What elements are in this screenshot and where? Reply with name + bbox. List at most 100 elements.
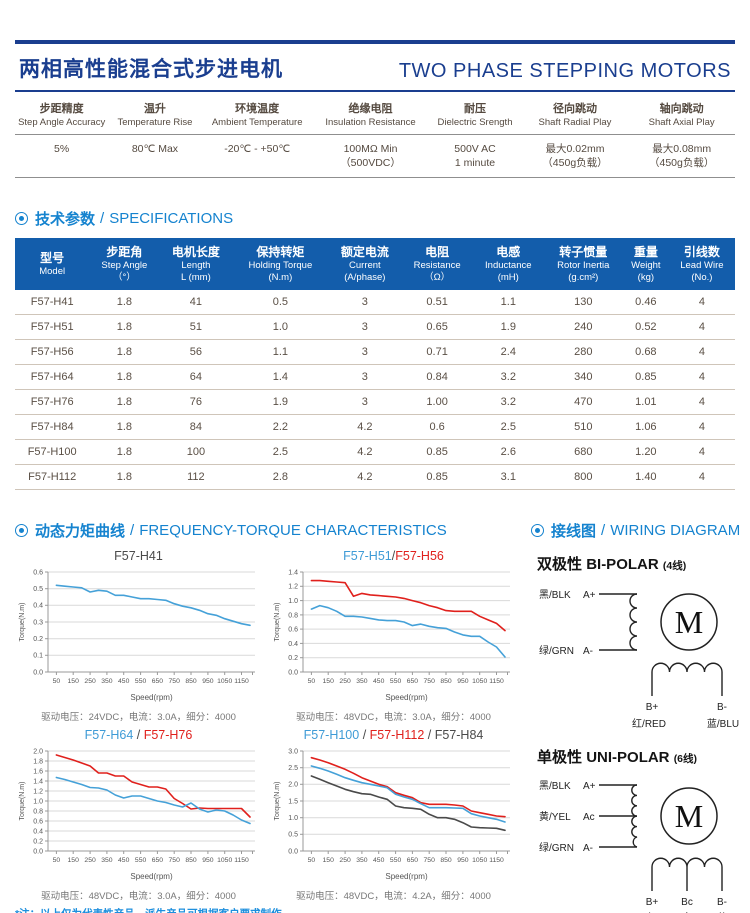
table-cell: F57-H100 <box>15 439 90 466</box>
spec-column-header: 电机长度 Length L (mm) <box>159 238 233 291</box>
table-row: F57-H100 1.8 100 2.5 4.2 0.85 2.6 680 1.20 4 <box>15 439 735 466</box>
table-cell: 280 <box>543 339 623 366</box>
svg-text:1150: 1150 <box>489 678 504 685</box>
svg-text:2.0: 2.0 <box>288 782 298 789</box>
bipolar-b-plus-label: B+ <box>646 702 659 713</box>
table-cell: 3 <box>328 290 402 316</box>
frequency-torque-column: 动态力矩曲线 / FREQUENCY-TORQUE CHARACTERISTIC… <box>15 520 517 913</box>
svg-text:1050: 1050 <box>472 857 487 864</box>
bipolar-a-minus-label: A- <box>583 646 593 657</box>
bipolar-red-label: 红/RED <box>632 717 666 730</box>
footer-note: *注：以上仅为代表性产品，派生产品可根据客户要求制作 *Note:We can … <box>15 906 517 913</box>
chart-title-part: F57-H100 <box>303 728 360 743</box>
table-cell: 1.9 <box>472 314 544 341</box>
svg-text:1.0: 1.0 <box>33 798 43 805</box>
svg-text:0.0: 0.0 <box>33 669 43 676</box>
general-spec-en: Shaft Radial Play <box>538 117 612 128</box>
svg-text:950: 950 <box>202 678 214 685</box>
motor-m-label: M <box>675 604 703 640</box>
general-specs-divider-top <box>15 134 735 135</box>
table-cell: 0.85 <box>622 364 669 391</box>
general-spec-zh: 径向跳动 <box>552 103 597 115</box>
chart-title-part: F57-H84 <box>434 728 484 743</box>
table-cell: F57-H112 <box>15 464 90 491</box>
table-cell: 3 <box>328 314 402 341</box>
motor-circle <box>660 593 718 651</box>
svg-text:0.8: 0.8 <box>288 612 298 619</box>
chart-f57-h100-h112-h84: F57-H100 / F57-H112 / F57-H84 0.0 0.5 1.0 1.… <box>270 728 517 902</box>
table-cell: 4.2 <box>328 414 402 441</box>
unipolar-grn-label: 绿/GRN <box>539 841 574 854</box>
charts-grid: F57-H41 0.0 0.1 0.2 0.3 0.4 0.5 0.6 50 150 250 350 4… <box>15 549 517 902</box>
svg-text:50: 50 <box>53 857 61 864</box>
svg-text:0.4: 0.4 <box>33 603 43 610</box>
general-spec-value: -20℃ - +50℃ <box>224 143 291 155</box>
general-specs-value-row: 5% 80℃ Max -20℃ - +50℃ 100MΩ Min （500VDC） 500… <box>15 135 735 177</box>
chart-title: F57-H64 / F57-H76 <box>15 728 262 745</box>
table-row: F57-H84 1.8 84 2.2 4.2 0.6 2.5 510 1.06 4 <box>15 414 735 441</box>
svg-text:1.5: 1.5 <box>288 798 298 805</box>
footer-note-zh: *注：以上仅为代表性产品，派生产品可根据客户要求制作 <box>15 906 517 913</box>
table-cell: 1.8 <box>89 314 160 341</box>
table-cell: 1.8 <box>89 439 160 466</box>
svg-text:0.2: 0.2 <box>288 655 298 662</box>
general-specs-header-row: 步距精度 Step Angle Accuracy 温升 Temperature Ris… <box>15 92 735 134</box>
svg-text:Speed(rpm): Speed(rpm) <box>385 872 428 881</box>
section-title-sep: / <box>130 522 135 540</box>
table-cell: 0.6 <box>401 414 473 441</box>
table-cell: 470 <box>543 389 623 416</box>
chart-plot: 0.0 0.2 0.4 0.6 0.8 1.0 1.2 1.4 50 150 250 350 450 55… <box>274 569 510 702</box>
svg-text:Torque(N.m): Torque(N.m) <box>274 782 281 821</box>
chart-title: F57-H41 <box>15 549 262 566</box>
spec-column-header: 步距角 Step Angle （°） <box>89 238 160 291</box>
table-cell: 4.2 <box>328 439 402 466</box>
svg-text:0.3: 0.3 <box>33 619 43 626</box>
table-cell: 4 <box>668 464 735 491</box>
svg-text:1.8: 1.8 <box>33 758 43 765</box>
general-spec-en: Insulation Resistance <box>325 117 416 128</box>
chart-f57-h41: F57-H41 0.0 0.1 0.2 0.3 0.4 0.5 0.6 50 150 250 350 4… <box>15 549 262 723</box>
svg-text:0.5: 0.5 <box>33 586 43 593</box>
table-cell: 4 <box>668 414 735 441</box>
svg-text:650: 650 <box>407 678 419 685</box>
svg-text:3.0: 3.0 <box>288 748 298 755</box>
unipolar-a-plus-label: A+ <box>583 781 596 792</box>
general-spec-header: 温升 Temperature Rise <box>108 100 201 128</box>
table-cell: 51 <box>159 314 233 341</box>
table-cell: F57-H51 <box>15 314 90 341</box>
chart-title-part: F57-H64 <box>84 728 134 743</box>
general-spec-value: 最大0.08mm （450g负载） <box>648 143 715 170</box>
svg-text:250: 250 <box>339 857 351 864</box>
table-cell: 1.8 <box>89 414 160 441</box>
table-row: F57-H56 1.8 56 1.1 3 0.71 2.4 280 0.68 4 <box>15 339 735 366</box>
svg-text:2.5: 2.5 <box>288 765 298 772</box>
table-row: F57-H76 1.8 76 1.9 3 1.00 3.2 470 1.01 4 <box>15 389 735 416</box>
table-cell: 1.00 <box>401 389 473 416</box>
table-cell: 0.85 <box>401 439 473 466</box>
table-cell: 1.1 <box>232 339 329 366</box>
bipolar-b-coil <box>651 662 723 673</box>
table-cell: 3 <box>328 339 402 366</box>
unipolar-title-suffix: (6线) <box>673 753 698 766</box>
svg-text:850: 850 <box>185 678 197 685</box>
section-bullet-icon <box>15 212 28 226</box>
unipolar-blk-label: 黑/BLK <box>539 780 571 792</box>
table-cell: F57-H84 <box>15 414 90 441</box>
table-cell: 1.06 <box>622 414 669 441</box>
table-cell: 41 <box>159 290 233 316</box>
spec-column-header: 电感 Inductance (mH) <box>472 238 544 291</box>
spec-column-header: 型号 Model <box>15 238 90 291</box>
chart-title-part: / <box>133 728 144 743</box>
section-title-zh: 接线图 <box>551 523 597 541</box>
chart-caption: 驱动电压：48VDC，电流：3.0A，细分：4000 <box>296 712 491 724</box>
table-cell: 4 <box>668 439 735 466</box>
table-cell: 0.5 <box>232 290 329 316</box>
svg-text:1050: 1050 <box>472 678 487 685</box>
table-cell: 340 <box>543 364 623 391</box>
unipolar-ac-label: Ac <box>583 812 595 823</box>
section-title-sep: / <box>601 522 606 540</box>
chart-caption: 驱动电压：24VDC，电流：3.0A，细分：4000 <box>41 712 236 724</box>
general-spec-header: 步距精度 Step Angle Accuracy <box>15 100 108 128</box>
table-cell: 1.9 <box>232 389 329 416</box>
unipolar-title-zh: 单极性 <box>537 749 583 767</box>
